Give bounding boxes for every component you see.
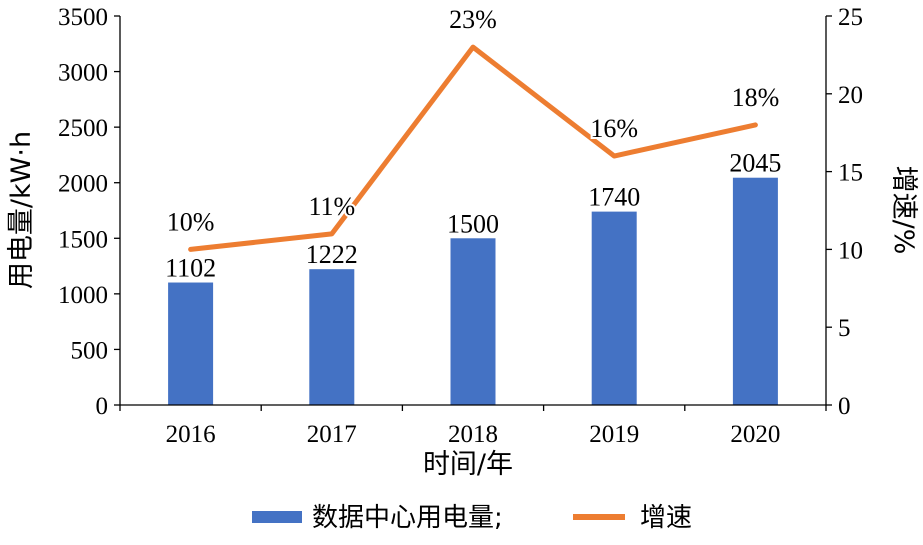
bar-value-label: 1500 xyxy=(447,209,499,238)
y2-tick-label: 0 xyxy=(838,393,851,420)
bar-series xyxy=(168,177,778,405)
growth-value-label: 16% xyxy=(590,114,638,143)
y-tick-label: 3000 xyxy=(58,60,108,87)
x-tick-label: 2016 xyxy=(166,421,216,448)
line-series xyxy=(188,44,758,252)
y-tick-label: 1500 xyxy=(58,226,108,253)
y-tick-label: 0 xyxy=(96,393,109,420)
data-labels: 1102 1222 1500 1740 2045 10% 11% 23% 16% 18% xyxy=(163,3,783,284)
bar-2017 xyxy=(309,269,355,405)
y2-tick-label: 5 xyxy=(838,315,851,342)
bar-value-label: 2045 xyxy=(729,149,781,178)
bar-2020 xyxy=(732,177,778,405)
y-tick-label: 1000 xyxy=(58,282,108,309)
y-tick-label: 2500 xyxy=(58,115,108,142)
y2-tick-label: 25 xyxy=(838,4,863,31)
growth-line xyxy=(188,44,758,252)
x-tick-label: 2020 xyxy=(730,421,780,448)
bar-2018 xyxy=(450,238,496,405)
y2-tick-label: 15 xyxy=(838,160,863,187)
growth-value-label: 10% xyxy=(167,207,215,236)
bar-value-label: 1740 xyxy=(588,183,640,212)
bar-value-label: 1222 xyxy=(306,240,358,269)
x-axis-title: 时间/年 xyxy=(423,449,513,480)
growth-value-label: 18% xyxy=(732,83,780,112)
y-tick-label: 3500 xyxy=(58,4,108,31)
legend: 数据中心用电量; 增速 xyxy=(252,503,692,533)
y2-axis-title: 增速/% xyxy=(888,166,919,255)
axes: 0 500 1000 1500 2000 2500 3000 3500 0 5 10 15 20 25 20… xyxy=(58,4,863,448)
bar-2016 xyxy=(168,282,214,405)
legend-label-bar: 数据中心用电量; xyxy=(312,503,503,533)
y-tick-label: 500 xyxy=(71,337,109,364)
y-axis-title: 用电量/kW·h xyxy=(6,131,37,289)
x-tick-label: 2018 xyxy=(448,421,498,448)
y2-tick-label: 10 xyxy=(838,237,863,264)
legend-label-line: 增速 xyxy=(640,503,692,533)
y2-tick-label: 20 xyxy=(838,82,863,109)
bar-2019 xyxy=(591,211,637,405)
growth-value-label: 23% xyxy=(449,5,497,34)
legend-swatch-bar xyxy=(252,511,302,523)
growth-value-label: 11% xyxy=(308,192,355,221)
x-tick-label: 2019 xyxy=(589,421,639,448)
y-tick-label: 2000 xyxy=(58,171,108,198)
x-tick-label: 2017 xyxy=(307,421,357,448)
bar-value-label: 1102 xyxy=(165,254,216,283)
